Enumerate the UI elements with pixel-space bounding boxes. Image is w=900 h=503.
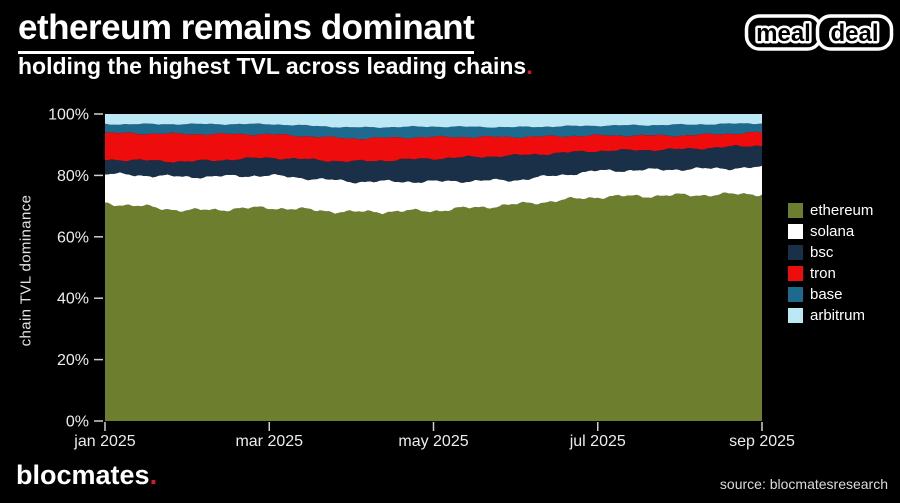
legend-label: base [810, 286, 843, 303]
legend-swatch-base [788, 287, 803, 302]
y-tick-label: 100% [48, 107, 89, 124]
legend-swatch-bsc [788, 245, 803, 260]
area-bsc [105, 145, 762, 184]
legend-swatch-solana [788, 224, 803, 239]
meal-deal-logo-svg: meal deal [744, 14, 894, 51]
x-tick-label: jul 2025 [569, 433, 626, 450]
area-ethereum [105, 192, 762, 421]
x-tick-label: may 2025 [398, 433, 468, 450]
area-base [105, 123, 762, 140]
legend-swatch-tron [788, 266, 803, 281]
legend-item-tron: tron [788, 266, 873, 281]
x-tick-label: jan 2025 [73, 433, 135, 450]
logo-word-meal: meal [756, 20, 811, 47]
y-axis-title: chain TVL dominance [17, 194, 35, 346]
subtitle-period: . [526, 53, 533, 79]
logo-bubble-deal [815, 14, 894, 51]
page-subtitle: holding the highest TVL across leading c… [18, 53, 533, 80]
x-tick-label: sep 2025 [729, 433, 795, 450]
logo-word-deal: deal [830, 20, 878, 47]
legend-item-ethereum: ethereum [788, 203, 873, 218]
area-tron [105, 131, 762, 163]
blocmates-logo-text: blocmates [16, 460, 150, 490]
y-tick-label: 40% [57, 291, 89, 308]
legend-item-base: base [788, 287, 873, 302]
y-tick-label: 80% [57, 168, 89, 185]
legend-label: ethereum [810, 202, 874, 219]
chart-legend: ethereum solana bsc tron base arbitrum [788, 203, 873, 323]
legend-swatch-ethereum [788, 203, 803, 218]
header: ethereum remains dominant holding the hi… [0, 0, 900, 95]
blocmates-logo-period: . [149, 460, 158, 490]
page-title: ethereum remains dominant [18, 8, 475, 54]
legend-label: tron [810, 265, 836, 282]
legend-item-bsc: bsc [788, 245, 873, 260]
legend-label: bsc [810, 244, 834, 261]
legend-label: solana [810, 223, 855, 240]
area-solana [105, 165, 762, 215]
legend-swatch-arbitrum [788, 308, 803, 323]
legend-item-solana: solana [788, 224, 873, 239]
y-tick-label: 0% [66, 414, 89, 431]
x-tick-label: mar 2025 [235, 433, 303, 450]
legend-label: arbitrum [810, 307, 866, 324]
blocmates-logo: blocmates. [16, 460, 157, 491]
source-credit: source: blocmatesresearch [719, 476, 888, 492]
legend-item-arbitrum: arbitrum [788, 308, 873, 323]
area-arbitrum [105, 114, 762, 128]
page-subtitle-text: holding the highest TVL across leading c… [18, 53, 527, 79]
y-tick-label: 20% [57, 352, 89, 369]
y-tick-label: 60% [57, 229, 89, 246]
meal-deal-logo: meal deal [744, 8, 894, 61]
page-title-text: ethereum remains dominant [18, 8, 475, 54]
